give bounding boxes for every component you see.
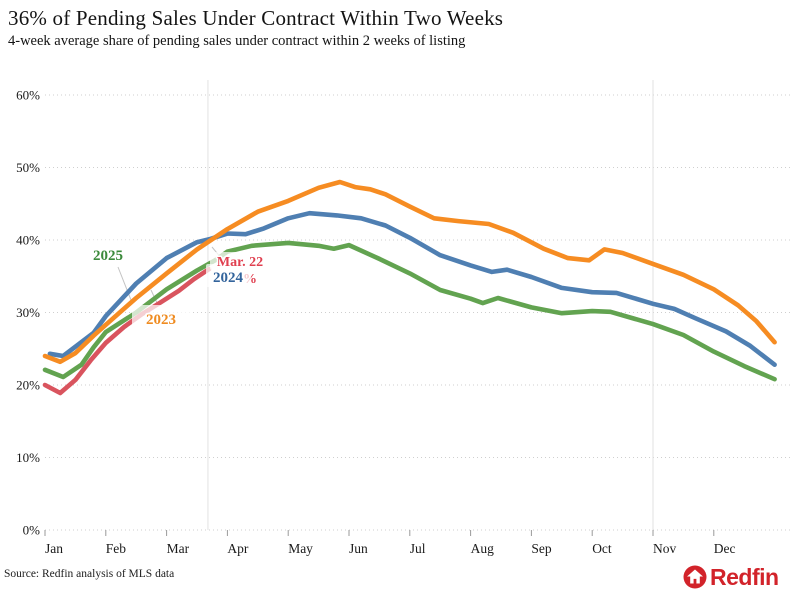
line-series-2025 bbox=[42, 240, 777, 382]
y-axis-tick-label: 0% bbox=[23, 523, 41, 538]
x-axis-tick-label: Nov bbox=[653, 541, 676, 556]
x-axis-tick-label: Aug bbox=[471, 541, 494, 556]
line-series-2023 bbox=[42, 179, 777, 365]
annotation-date-label: Mar. 22 bbox=[217, 255, 263, 270]
y-axis-tick-label: 40% bbox=[16, 233, 40, 248]
year-label-2024: 2024 bbox=[213, 270, 244, 286]
year-label-box-2025 bbox=[76, 240, 140, 266]
x-axis-tick-label: Sep bbox=[531, 541, 552, 556]
chart-subtitle: 4-week average share of pending sales un… bbox=[8, 33, 466, 49]
x-axis-tick-label: Dec bbox=[714, 541, 736, 556]
y-axis-tick-label: 10% bbox=[16, 450, 40, 465]
x-axis-tick-label: Mar bbox=[167, 541, 190, 556]
x-axis-tick-label: Jan bbox=[45, 541, 63, 556]
y-axis-tick-label: 50% bbox=[16, 160, 40, 175]
annotation-date-box bbox=[210, 252, 270, 270]
chart-title: 36% of Pending Sales Under Contract With… bbox=[8, 6, 504, 30]
year-label-box-2023 bbox=[132, 305, 190, 330]
x-axis-tick-label: May bbox=[288, 541, 313, 556]
year-label-2025: 2025 bbox=[93, 248, 123, 264]
line-series-current bbox=[42, 266, 212, 396]
y-axis-tick-label: 30% bbox=[16, 305, 40, 320]
x-axis-tick-label: Jun bbox=[349, 541, 368, 556]
y-axis-tick-label: 60% bbox=[16, 88, 40, 103]
x-axis-tick-label: Jul bbox=[410, 541, 426, 556]
y-axis-tick-label: 20% bbox=[16, 378, 40, 393]
x-axis-tick-label: Oct bbox=[592, 541, 612, 556]
x-axis-tick-label: Apr bbox=[227, 541, 248, 556]
line-series-2024 bbox=[47, 210, 777, 367]
redfin-logo-house-glyph bbox=[686, 569, 703, 584]
year-label-2023: 2023 bbox=[146, 312, 176, 328]
redfin-logo-wordmark: Redfin bbox=[710, 564, 779, 590]
x-axis-tick-label: Feb bbox=[106, 541, 127, 556]
source-note: Source: Redfin analysis of MLS data bbox=[4, 568, 175, 580]
